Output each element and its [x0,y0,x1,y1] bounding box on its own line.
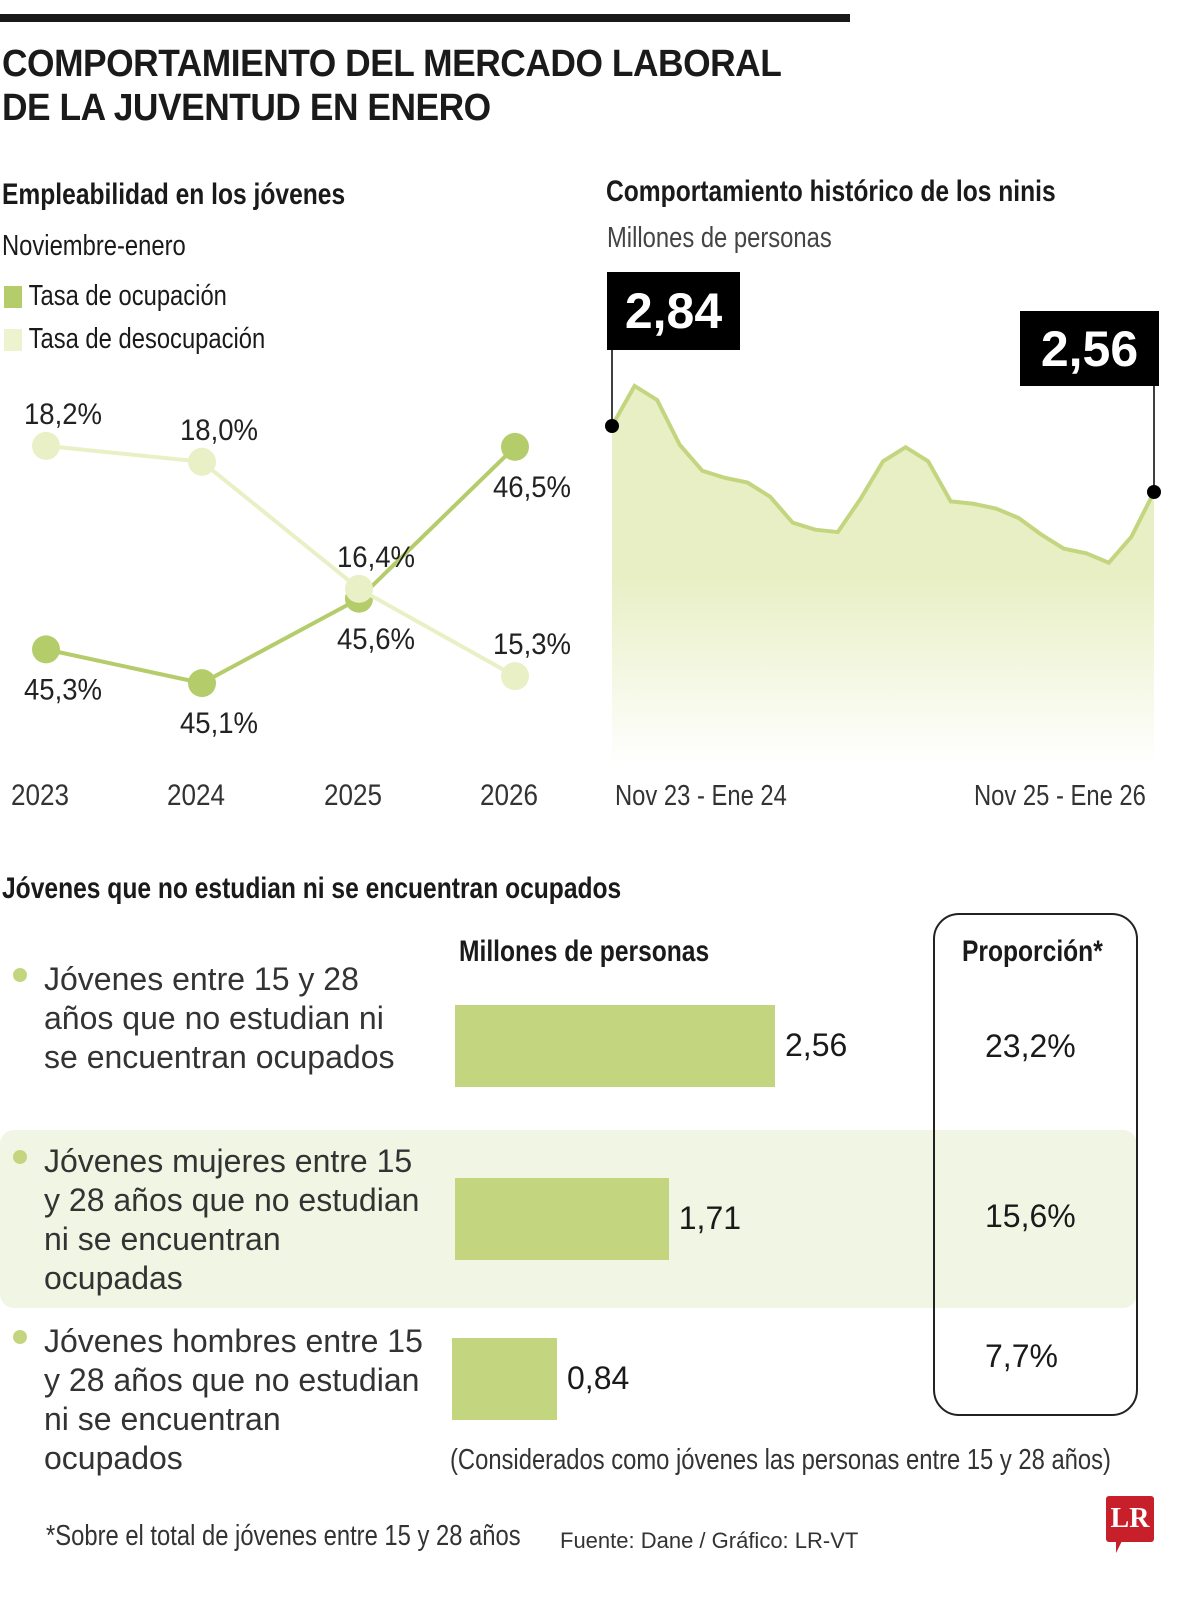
data-label: 15,3% [493,628,571,661]
area-chart-title: Comportamiento histórico de los ninis [606,175,1056,208]
callout-start: 2,84 [607,272,740,350]
page-title: COMPORTAMIENTO DEL MERCADO LABORAL DE LA… [2,42,782,130]
logo-tail [1116,1541,1128,1553]
data-label: 45,3% [24,673,102,706]
callout-end: 2,56 [1020,311,1159,386]
bar [455,1005,775,1087]
top-rule [0,14,850,22]
data-label: 45,6% [337,623,415,656]
share-value: 15,6% [985,1198,1076,1234]
bar-value-label: 0,84 [567,1360,630,1396]
category-label: Jóvenes entre 15 y 28 años que no estudi… [44,961,395,1075]
data-point [188,669,216,698]
data-point [188,447,216,476]
area-chart-subtitle: Millones de personas [607,222,832,254]
x-label-start: Nov 23 - Ene 24 [615,780,787,812]
bar-value-label: 2,56 [785,1027,848,1063]
data-label: 45,1% [180,707,258,740]
bar-note: (Considerados como jóvenes las personas … [450,1444,1111,1476]
legend-label: Tasa de ocupación [28,280,227,312]
legend: Tasa de ocupación Tasa de desocupación [4,280,265,356]
data-point [501,662,529,691]
area-fill [612,385,1154,765]
category-label: Jóvenes hombres entre 15 y 28 años que n… [44,1323,423,1476]
bar-value-label: 1,71 [678,1200,742,1236]
x-tick-label: 2025 [324,779,382,812]
bar-section-title: Jóvenes que no estudian ni se encuentran… [2,872,622,905]
share-value: 23,2% [985,1028,1076,1064]
title-line-2: DE LA JUVENTUD EN ENERO [2,87,491,129]
bullet-dot [13,968,27,982]
title-line-1: COMPORTAMIENTO DEL MERCADO LABORAL [2,43,782,85]
x-label-end: Nov 25 - Ene 26 [974,780,1146,812]
series-line-1 [45,443,516,678]
callout-dot [605,419,619,433]
area-line [610,383,1156,566]
x-tick-label: 2026 [480,779,538,812]
data-point [32,635,60,664]
data-point [345,574,373,603]
share-value: 7,7% [985,1338,1058,1374]
source: Fuente: Dane / Gráfico: LR-VT [560,1528,859,1553]
line-chart-subtitle: Noviembre-enero [2,230,186,262]
x-tick-label: 2023 [11,779,69,812]
series-line-0 [45,445,517,686]
share-header: Proporción* [962,935,1103,968]
legend-item-ocupacion: Tasa de ocupación [4,280,265,313]
data-label: 46,5% [493,471,571,504]
line-chart-title: Empleabilidad en los jóvenes [2,178,346,211]
legend-item-desocupacion: Tasa de desocupación [4,323,265,356]
area-chart [605,348,1161,765]
proportion-box [933,913,1138,1416]
callout-dot [1147,484,1161,499]
data-label: 18,2% [24,398,102,431]
legend-swatch [4,328,23,351]
value-header: Millones de personas [459,935,710,968]
bar [452,1338,557,1420]
x-tick-label: 2024 [167,779,225,812]
bullet-dot [13,1330,27,1344]
data-point [501,432,529,461]
data-label: 18,0% [180,414,258,447]
data-point [32,431,60,460]
legend-swatch [4,285,23,308]
legend-label: Tasa de desocupación [28,323,266,355]
bullet-dot [13,1150,27,1164]
category-label: Jóvenes mujeres entre 15 y 28 años que n… [44,1143,420,1296]
line-chart: 45,3% 45,1% 45,6% 46,5% 18,2% 18,0% 16,4% 15,3%… [11,398,571,812]
footnote: *Sobre el total de jóvenes entre 15 y 28… [46,1520,521,1552]
data-label: 16,4% [337,541,415,574]
lr-logo: LR [1106,1496,1154,1542]
bar [455,1178,669,1260]
